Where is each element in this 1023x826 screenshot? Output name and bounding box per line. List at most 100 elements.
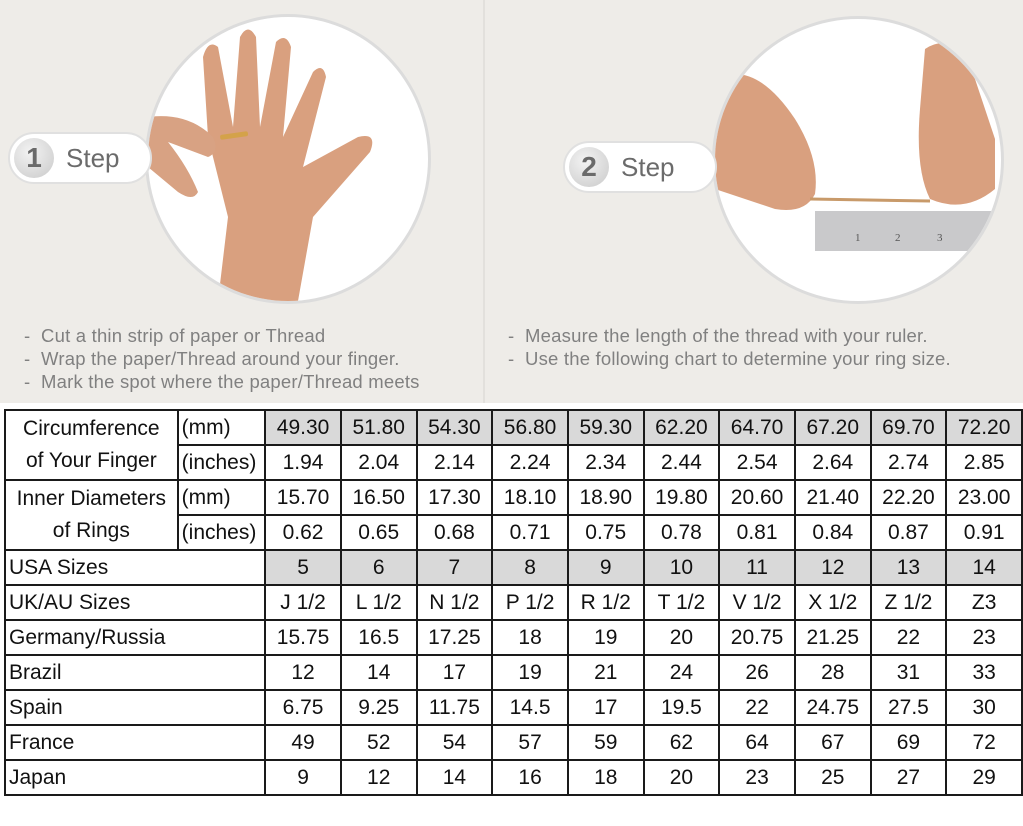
table-cell: 9.25: [339, 689, 418, 726]
table-cell: 16: [491, 759, 569, 796]
table-cell: 72: [945, 724, 1023, 761]
instruction-item: Wrap the paper/Thread around your finger…: [24, 347, 420, 370]
step1-badge: 1 Step: [8, 132, 152, 184]
table-row-diameter-mm: Inner Diameters of Rings (mm) 15.70 16.50 17.…: [4, 479, 1023, 551]
table-cell: 2.24: [491, 444, 569, 481]
hands-measuring-icon: 1 2 3: [715, 43, 1001, 251]
table-cell: 62.20: [642, 409, 721, 446]
ruler-mark: 1: [855, 232, 861, 244]
instructions-panel: 1 Step Cut a thin strip of paper or Thre…: [0, 0, 1023, 403]
table-cell: 21.25: [793, 619, 872, 656]
diameter-label: Inner Diameters of Rings: [4, 479, 179, 551]
table-cell: 26: [718, 654, 796, 691]
table-cell: 18: [491, 619, 569, 656]
table-row: Germany/Russia 15.75 16.5 17.25 18 19 20 20.75 2…: [3, 619, 1023, 656]
ruler-mark: 2: [895, 232, 901, 244]
table-cell: 14: [415, 759, 494, 796]
table-cell: 30: [945, 689, 1023, 726]
table-cell: 27.5: [869, 689, 948, 726]
row-label: Spain: [3, 689, 267, 726]
table-cell: 19: [491, 654, 569, 691]
step1-instructions: Cut a thin strip of paper or Thread Wrap…: [24, 324, 420, 393]
ring-size-table: Circumference of Your Finger (mm) 49.30 51.8…: [3, 409, 1023, 796]
table-cell: 17.25: [415, 619, 494, 656]
table-cell: 0.65: [339, 514, 418, 551]
table-cell: 62: [642, 724, 721, 761]
table-cell: 64.70: [718, 409, 796, 446]
table-cell: 0.71: [491, 514, 569, 551]
step-number: 1: [14, 138, 54, 178]
table-cell: 59: [566, 724, 645, 761]
table-cell: 24: [642, 654, 721, 691]
table-cell: 0.84: [793, 514, 872, 551]
table-cell: 0.75: [566, 514, 645, 551]
instruction-item: Mark the spot where the paper/Thread mee…: [24, 370, 420, 393]
row-label: Japan: [3, 759, 267, 796]
table-cell: 54: [415, 724, 494, 761]
table-cell: 15.75: [264, 619, 342, 656]
step2-photo-ruler: 1 2 3: [712, 16, 1004, 304]
table-cell: 59.30: [566, 409, 645, 446]
table-cell: 20.60: [718, 479, 796, 516]
table-cell: 20.75: [718, 619, 796, 656]
table-cell: 9: [264, 759, 342, 796]
label-line: Inner Diameters: [16, 487, 167, 510]
table-cell: L 1/2: [339, 584, 418, 621]
table-cell: 72.20: [945, 409, 1023, 446]
table-cell: 0.68: [415, 514, 494, 551]
table-cell: 11.75: [415, 689, 494, 726]
table-cell: 31: [869, 654, 948, 691]
table-cell: 0.62: [264, 514, 342, 551]
unit-label: (inches): [176, 514, 267, 551]
table-cell: 67.20: [793, 409, 872, 446]
table-row-circumference-inches: (inches) 1.94 2.04 2.14 2.24 2.34 2.44 2.54 2.64…: [5, 444, 1023, 481]
table-cell: 24.75: [793, 689, 872, 726]
table-cell: 21: [566, 654, 645, 691]
table-cell: J 1/2: [264, 584, 342, 621]
table-cell: 19.5: [642, 689, 721, 726]
row-label: Germany/Russia: [3, 619, 267, 656]
table-row: France 49 52 54 57 59 62 64 67 69 72: [3, 724, 1023, 761]
table-cell: 17: [415, 654, 494, 691]
table-cell: R 1/2: [566, 584, 645, 621]
table-cell: 11: [718, 549, 796, 586]
table-cell: 14: [339, 654, 418, 691]
step-number: 2: [569, 147, 609, 187]
table-cell: 28: [793, 654, 872, 691]
table-row: Brazil 12 14 17 19 21 24 26 28 31 33: [3, 654, 1023, 691]
table-cell: 2.44: [642, 444, 721, 481]
table-cell: 0.81: [718, 514, 796, 551]
table-cell: 25: [793, 759, 872, 796]
table-cell: 12: [264, 654, 342, 691]
table-cell: 23: [945, 619, 1023, 656]
step-label: Step: [621, 151, 675, 182]
table-cell: 9: [566, 549, 645, 586]
table-cell: 2.54: [718, 444, 796, 481]
step-label: Step: [66, 142, 120, 173]
circumference-label: Circumference of Your Finger: [4, 409, 179, 481]
table-cell: 0.87: [869, 514, 948, 551]
table-cell: 51.80: [339, 409, 418, 446]
table-cell: 12: [339, 759, 418, 796]
table-cell: 2.34: [566, 444, 645, 481]
table-cell: 49: [264, 724, 342, 761]
label-line: Circumference: [23, 417, 160, 440]
table-cell: 14: [945, 549, 1023, 586]
table-cell: 2.64: [793, 444, 872, 481]
table-row: UK/AU Sizes J 1/2 L 1/2 N 1/2 P 1/2 R 1/2 T 1/…: [3, 584, 1023, 621]
table-cell: 49.30: [264, 409, 342, 446]
table-cell: 23.00: [945, 479, 1023, 516]
table-row: Japan 9 12 14 16 18 20 23 25 27 29: [3, 759, 1023, 796]
instruction-item: Use the following chart to determine you…: [508, 347, 951, 370]
table-cell: 54.30: [415, 409, 494, 446]
table-cell: 6: [339, 549, 418, 586]
table-cell: 1.94: [264, 444, 342, 481]
table-cell: 10: [642, 549, 721, 586]
table-cell: 19: [566, 619, 645, 656]
panel-divider: [483, 0, 485, 403]
table-cell: 29: [945, 759, 1023, 796]
table-cell: 2.74: [869, 444, 948, 481]
table-cell: 69: [869, 724, 948, 761]
table-cell: 21.40: [793, 479, 872, 516]
table-cell: 33: [945, 654, 1023, 691]
